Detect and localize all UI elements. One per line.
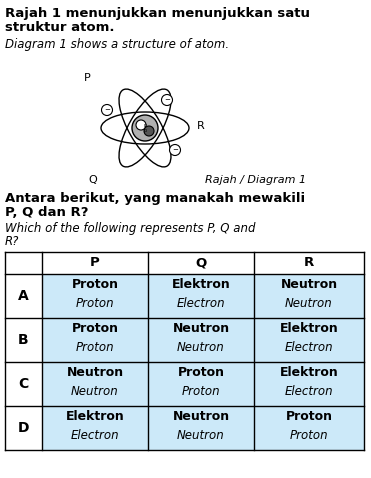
- Text: Neutron: Neutron: [71, 385, 119, 399]
- Bar: [42, 406, 364, 450]
- Text: Neutron: Neutron: [285, 297, 333, 310]
- Text: R?: R?: [5, 235, 19, 248]
- Text: D: D: [18, 421, 29, 435]
- Text: Electron: Electron: [177, 297, 225, 310]
- Text: P, Q dan R?: P, Q dan R?: [5, 206, 89, 219]
- Text: Rajah 1 menunjukkan menunjukkan satu: Rajah 1 menunjukkan menunjukkan satu: [5, 7, 310, 20]
- Text: Proton: Proton: [72, 323, 118, 336]
- Text: R: R: [304, 257, 314, 270]
- Text: −: −: [172, 147, 178, 153]
- Bar: [42, 406, 364, 450]
- Text: P: P: [90, 257, 100, 270]
- Text: Diagram 1 shows a structure of atom.: Diagram 1 shows a structure of atom.: [5, 38, 229, 51]
- Text: A: A: [18, 289, 29, 303]
- Text: Neutron: Neutron: [177, 341, 225, 354]
- Bar: [5, 252, 364, 450]
- Text: Neutron: Neutron: [173, 323, 230, 336]
- Text: Neutron: Neutron: [66, 367, 124, 380]
- Bar: [5, 252, 364, 274]
- Text: Q: Q: [196, 257, 207, 270]
- Text: n
p: n p: [144, 122, 147, 133]
- Text: Neutron: Neutron: [280, 279, 338, 292]
- Bar: [42, 362, 364, 406]
- Text: Neutron: Neutron: [173, 411, 230, 424]
- Text: B: B: [18, 333, 29, 347]
- Text: Antara berikut, yang manakah mewakili: Antara berikut, yang manakah mewakili: [5, 192, 305, 205]
- Text: Elektron: Elektron: [66, 411, 124, 424]
- Text: Proton: Proton: [286, 411, 332, 424]
- Text: Neutron: Neutron: [177, 429, 225, 443]
- Text: −: −: [164, 97, 170, 103]
- Text: Which of the following represents P, Q and: Which of the following represents P, Q a…: [5, 222, 256, 235]
- Bar: [42, 274, 364, 318]
- Bar: [42, 362, 364, 406]
- Text: Proton: Proton: [182, 385, 220, 399]
- Text: −: −: [104, 107, 110, 113]
- Bar: [42, 318, 364, 362]
- Circle shape: [161, 95, 173, 106]
- Text: Elektron: Elektron: [280, 323, 338, 336]
- Text: Proton: Proton: [76, 297, 114, 310]
- Circle shape: [132, 115, 158, 141]
- Text: Electron: Electron: [285, 341, 333, 354]
- Text: Proton: Proton: [177, 367, 224, 380]
- Circle shape: [136, 120, 146, 130]
- Bar: [42, 318, 364, 362]
- Text: struktur atom.: struktur atom.: [5, 21, 115, 34]
- Text: Proton: Proton: [76, 341, 114, 354]
- Text: Electron: Electron: [285, 385, 333, 399]
- Text: Q: Q: [89, 175, 97, 185]
- Text: Rajah / Diagram 1: Rajah / Diagram 1: [205, 175, 306, 185]
- Text: Electron: Electron: [71, 429, 119, 443]
- Text: Proton: Proton: [72, 279, 118, 292]
- Text: C: C: [19, 377, 29, 391]
- Bar: [42, 274, 364, 318]
- Circle shape: [170, 144, 181, 155]
- Text: Proton: Proton: [290, 429, 328, 443]
- Text: Elektron: Elektron: [172, 279, 230, 292]
- Circle shape: [144, 126, 154, 136]
- Text: R: R: [197, 121, 205, 131]
- Text: Elektron: Elektron: [280, 367, 338, 380]
- Text: P: P: [83, 73, 91, 83]
- Circle shape: [102, 105, 112, 116]
